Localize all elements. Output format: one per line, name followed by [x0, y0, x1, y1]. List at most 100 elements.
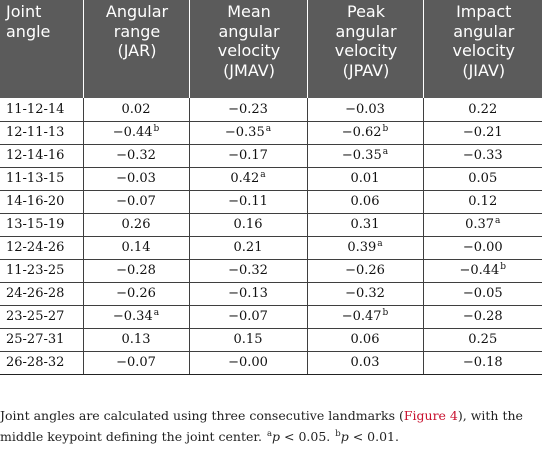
value-cell-mean-angular-velocity: 0.15	[188, 328, 307, 352]
correlation-value: 0.05	[468, 171, 498, 186]
value-cell-angular-range: −0.26	[82, 282, 189, 306]
joint-angle-cell: 25-27-31	[0, 328, 83, 352]
column-header-line: Peak	[347, 2, 385, 21]
value-cell-impact-angular-velocity: 0.12	[422, 190, 542, 214]
correlation-value: −0.07	[116, 355, 156, 370]
value-cell-angular-range: −0.07	[82, 190, 189, 214]
value-cell-mean-angular-velocity: −0.13	[188, 282, 307, 306]
significance-marker: a	[377, 239, 383, 249]
column-header-line: Joint	[6, 2, 42, 21]
significance-marker: a	[382, 147, 389, 157]
correlation-value: 0.01	[350, 171, 380, 186]
table-row: 11-23-25 −0.28 −0.32 −0.26 −0.44b	[0, 259, 542, 283]
value-cell-impact-angular-velocity: −0.00	[422, 236, 542, 260]
correlation-value: 0.06	[350, 194, 380, 209]
value-cell-peak-angular-velocity: 0.39a	[306, 236, 423, 260]
joint-angle-cell: 11-23-25	[0, 259, 83, 283]
significance-b-p: p	[340, 429, 349, 444]
value-cell-peak-angular-velocity: −0.03	[306, 98, 423, 122]
correlation-value: −0.26	[116, 286, 156, 301]
significance-marker: b	[500, 262, 507, 272]
correlation-value: −0.32	[345, 286, 385, 301]
correlation-value: 0.37	[465, 217, 495, 232]
joint-angle-cell: 26-28-32	[0, 351, 83, 375]
column-header-line: (JPAV)	[342, 60, 390, 80]
value-cell-impact-angular-velocity: −0.28	[422, 305, 542, 329]
value-cell-impact-angular-velocity: 0.05	[422, 167, 542, 191]
significance-marker: b	[382, 308, 389, 318]
significance-marker: a	[495, 216, 501, 226]
correlation-value: 0.42	[230, 171, 260, 186]
table-footnote: Joint angles are calculated using three …	[0, 405, 538, 447]
significance-a-p: p	[272, 429, 281, 444]
value-cell-mean-angular-velocity: 0.42a	[188, 167, 307, 191]
table-row: 11-13-15 −0.03 0.42a 0.01 0.05	[0, 167, 542, 191]
correlation-value: −0.23	[228, 101, 268, 117]
correlation-value: −0.47	[341, 309, 382, 324]
correlation-value: 0.15	[233, 332, 263, 347]
significance-b-marker: b	[335, 429, 341, 439]
correlation-value: 0.03	[350, 355, 380, 370]
table-row: 24-26-28 −0.26 −0.13 −0.32 −0.05	[0, 282, 542, 306]
significance-marker: a	[153, 308, 160, 318]
column-header-line: angular	[335, 21, 397, 41]
correlation-value: 0.06	[350, 332, 380, 347]
correlation-value: 0.26	[121, 217, 151, 232]
correlation-value: −0.32	[228, 263, 268, 278]
correlation-value: −0.03	[116, 171, 156, 186]
significance-marker: b	[382, 124, 389, 134]
column-header-mean-angular-velocity: Mean angular velocity (JMAV)	[188, 0, 307, 98]
correlation-value: −0.07	[228, 309, 268, 324]
correlation-value: −0.13	[228, 286, 268, 301]
joint-angle-cell: 11-12-14	[0, 98, 83, 122]
column-header-line: (JMAV)	[223, 60, 275, 80]
joint-angle-cell: 23-25-27	[0, 305, 83, 329]
value-cell-angular-range: 0.02	[82, 98, 189, 122]
value-cell-angular-range: −0.34a	[82, 305, 189, 329]
significance-marker: b	[153, 124, 160, 134]
table-row: 12-14-16 −0.32 −0.17 −0.35a −0.33	[0, 144, 542, 168]
correlation-value: 0.16	[233, 217, 263, 232]
column-header-line: velocity	[452, 41, 516, 60]
value-cell-impact-angular-velocity: −0.21	[422, 121, 542, 145]
value-cell-mean-angular-velocity: −0.17	[188, 144, 307, 168]
correlation-value: 0.12	[468, 194, 498, 209]
column-header-peak-angular-velocity: Peak angular velocity (JPAV)	[306, 0, 423, 98]
correlation-value: −0.62	[341, 125, 382, 140]
joint-angle-cell: 14-16-20	[0, 190, 83, 214]
value-cell-mean-angular-velocity: −0.07	[188, 305, 307, 329]
value-cell-mean-angular-velocity: −0.32	[188, 259, 307, 283]
results-table-container: Joint angle Angular range (JAR) Mean angular ve…	[0, 0, 542, 375]
column-header-joint-angle: Joint angle	[0, 0, 83, 98]
table-row: 12-24-26 0.14 0.21 0.39a −0.00	[0, 236, 542, 260]
value-cell-angular-range: −0.28	[82, 259, 189, 283]
value-cell-impact-angular-velocity: −0.18	[422, 351, 542, 375]
joint-angle-cell: 12-24-26	[0, 236, 83, 260]
value-cell-angular-range: 0.26	[82, 213, 189, 237]
figure-4-link[interactable]: Figure 4	[403, 408, 458, 423]
value-cell-mean-angular-velocity: 0.21	[188, 236, 307, 260]
correlation-value: 0.21	[233, 240, 263, 255]
value-cell-angular-range: 0.14	[82, 236, 189, 260]
column-header-line: Angular	[105, 2, 169, 21]
value-cell-impact-angular-velocity: 0.22	[422, 98, 542, 122]
correlation-value: −0.44	[459, 263, 500, 278]
correlation-value: 0.31	[350, 217, 380, 232]
value-cell-peak-angular-velocity: 0.31	[306, 213, 423, 237]
correlation-value: 0.13	[121, 332, 151, 347]
value-cell-angular-range: −0.07	[82, 351, 189, 375]
correlation-value: −0.05	[462, 286, 503, 301]
value-cell-mean-angular-velocity: 0.16	[188, 213, 307, 237]
correlation-value: −0.32	[116, 148, 156, 163]
value-cell-angular-range: −0.44b	[82, 121, 189, 145]
value-cell-impact-angular-velocity: −0.05	[422, 282, 542, 306]
correlation-value: 0.25	[468, 332, 498, 347]
joint-correlation-table: Joint angle Angular range (JAR) Mean angular ve…	[0, 0, 542, 375]
correlation-value: −0.28	[462, 309, 503, 324]
table-row: 25-27-31 0.13 0.15 0.06 0.25	[0, 328, 542, 352]
significance-marker: a	[265, 124, 272, 134]
correlation-value: 0.14	[121, 240, 151, 255]
correlation-value: 0.22	[468, 101, 498, 117]
correlation-value: 0.02	[121, 101, 151, 117]
table-row: 14-16-20 −0.07 −0.11 0.06 0.12	[0, 190, 542, 214]
